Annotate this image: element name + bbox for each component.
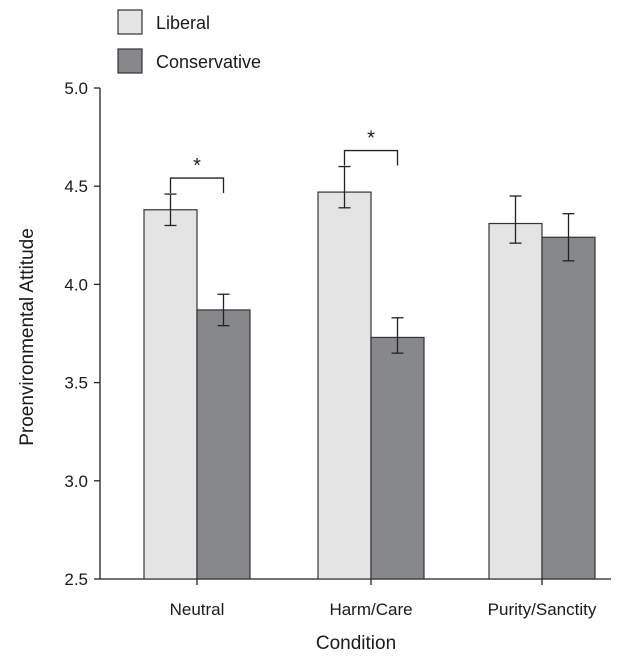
- significance-bracket: [169, 177, 225, 194]
- x-axis-title: Condition: [316, 633, 396, 654]
- bars: [143, 191, 596, 580]
- bar: [488, 222, 543, 580]
- bar: [370, 336, 425, 580]
- legend-label-conservative: Conservative: [156, 52, 261, 72]
- y-tick-label: 2.5: [64, 570, 88, 589]
- bar: [541, 236, 596, 580]
- y-tick-label: 4.5: [64, 177, 88, 196]
- x-tick-label: Neutral: [170, 600, 225, 619]
- significance-label: *: [367, 128, 375, 150]
- y-tick-label: 4.0: [64, 275, 88, 294]
- legend: Liberal Conservative: [117, 9, 261, 74]
- y-axis: 2.5 3.0 3.5 4.0 4.5 5.0: [64, 79, 101, 589]
- bar: [317, 191, 372, 580]
- x-tick-label: Purity/Sanctity: [488, 600, 597, 619]
- significance-markers: **: [169, 128, 399, 194]
- legend-swatch-liberal: [117, 9, 143, 35]
- bar: [196, 309, 251, 580]
- significance-bracket: [343, 149, 399, 166]
- x-tick-label: Harm/Care: [329, 600, 412, 619]
- y-tick-label: 5.0: [64, 79, 88, 98]
- x-axis: Neutral Harm/Care Purity/Sanctity: [100, 578, 611, 619]
- y-axis-title: Proenvironmental Attitude: [17, 228, 38, 446]
- y-tick-label: 3.0: [64, 472, 88, 491]
- legend-swatch-conservative: [117, 48, 143, 74]
- error-bars: [164, 165, 575, 354]
- legend-label-liberal: Liberal: [156, 13, 210, 33]
- bar: [143, 209, 198, 580]
- significance-label: *: [193, 155, 201, 177]
- y-tick-label: 3.5: [64, 374, 88, 393]
